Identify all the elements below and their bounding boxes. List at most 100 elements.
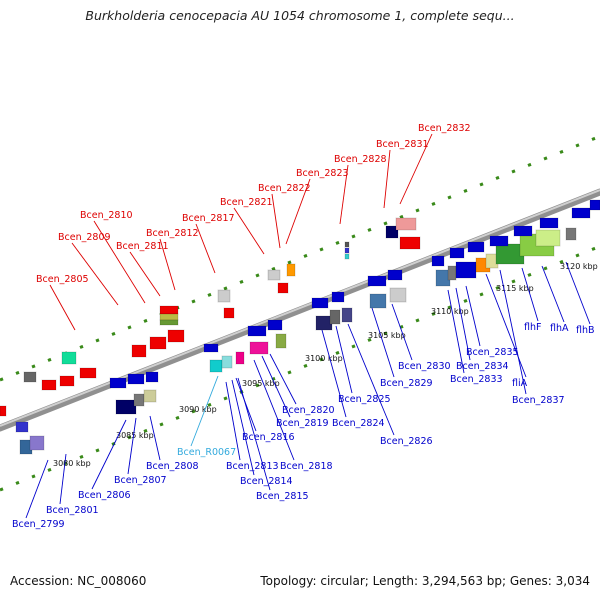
guide-dot [511, 279, 516, 284]
guide-dot [159, 422, 164, 427]
guide-dot [175, 415, 180, 420]
guide-dot [543, 266, 548, 271]
gene-feature [0, 405, 7, 417]
leader-line [253, 359, 295, 461]
gene-feature [115, 399, 137, 415]
leader-line [91, 419, 127, 490]
guide-dot [463, 188, 468, 193]
leader-line [129, 251, 161, 297]
gene-feature [331, 291, 345, 303]
guide-dot [495, 175, 500, 180]
gene-label: Bcen_2812 [146, 228, 199, 239]
gene-label: Bcen_2832 [418, 123, 471, 134]
gene-label: Bcen_2822 [258, 183, 311, 194]
gene-feature [311, 297, 329, 309]
guide-dot [527, 162, 532, 167]
feature-blocks [0, 199, 600, 455]
gene-label: flhF [524, 322, 541, 333]
guide-dot [415, 318, 420, 323]
gene-feature [449, 247, 465, 259]
guide-dot [543, 156, 548, 161]
gene-feature [149, 336, 167, 350]
leader-line [465, 285, 481, 347]
kbp-tick-label: 3085 kbp [116, 431, 154, 440]
gene-label: Bcen_2806 [78, 490, 131, 501]
kbp-tick-label: 3115 kbp [496, 284, 534, 293]
gene-feature [159, 313, 179, 321]
leader-line [225, 381, 241, 461]
gene-feature [571, 207, 591, 219]
gene-feature [467, 241, 485, 253]
guide-dot [271, 266, 276, 271]
gene-label: Bcen_2815 [256, 491, 309, 502]
guide-dot [31, 364, 36, 369]
guide-dot [335, 240, 340, 245]
guide-dot [575, 143, 580, 148]
guide-dot [367, 227, 372, 232]
gene-feature [344, 241, 350, 248]
gene-label: Bcen_2826 [380, 436, 433, 447]
gene-feature [389, 287, 407, 303]
gene-feature [61, 351, 77, 365]
gene-feature [369, 293, 387, 309]
leader-line [25, 459, 49, 519]
guide-dot [127, 325, 132, 330]
guide-dot [319, 247, 324, 252]
leader-line [149, 415, 161, 461]
gene-feature [79, 367, 97, 379]
guide-dot [31, 474, 36, 479]
gene-feature [455, 261, 477, 279]
leader-line [159, 238, 176, 291]
guide-dot [0, 377, 4, 382]
gene-feature [341, 307, 353, 323]
gene-feature [143, 389, 157, 403]
gene-label: Bcen_2837 [512, 395, 565, 406]
guide-dot [15, 370, 20, 375]
gene-feature [277, 282, 289, 294]
gene-feature [431, 255, 445, 267]
guide-dot [527, 272, 532, 277]
guide-dot [575, 253, 580, 258]
gene-labels: Bcen_2805 Bcen_2809 Bcen_2810 Bcen_2811 Bcen… [12, 123, 595, 530]
guide-dot [559, 149, 564, 154]
gene-label: Bcen_2825 [338, 394, 391, 405]
leader-line [49, 284, 76, 331]
leader-line [447, 289, 465, 374]
gene-feature [275, 333, 287, 349]
leader-line [71, 242, 119, 306]
guide-dot [127, 435, 132, 440]
gene-label: Bcen_2809 [58, 232, 111, 243]
gene-feature [223, 307, 235, 319]
gene-label: Bcen_2831 [376, 139, 429, 150]
leader-line [190, 375, 219, 447]
gene-feature [109, 377, 127, 389]
gene-label: Bcen_2818 [280, 461, 333, 472]
gene-feature [131, 344, 147, 358]
gene-label: Bcen_2824 [332, 418, 385, 429]
label-leader-lines [25, 133, 591, 519]
leader-line [271, 193, 281, 249]
kbp-tick-label: 3090 kbp [179, 405, 217, 414]
leader-line [321, 329, 347, 418]
guide-dot [79, 454, 84, 459]
gene-feature [399, 236, 421, 250]
guide-dot [47, 357, 52, 362]
guide-dot [191, 299, 196, 304]
gene-feature [344, 247, 350, 254]
gene-label: Bcen_2814 [240, 476, 293, 487]
gene-label: Bcen_2830 [398, 361, 451, 372]
guide-dot [0, 487, 4, 492]
guide-dot [383, 221, 388, 226]
gene-feature [267, 319, 283, 331]
gene-label: Bcen_2801 [46, 505, 99, 516]
gene-feature [159, 305, 179, 315]
leader-line [93, 220, 146, 304]
gene-feature [203, 343, 219, 353]
gene-label: Bcen_2816 [242, 432, 295, 443]
guide-dot [207, 292, 212, 297]
gene-feature [385, 225, 399, 239]
gene-label: Bcen_2805 [36, 274, 89, 285]
leader-line [541, 265, 565, 323]
leader-line [231, 379, 255, 476]
